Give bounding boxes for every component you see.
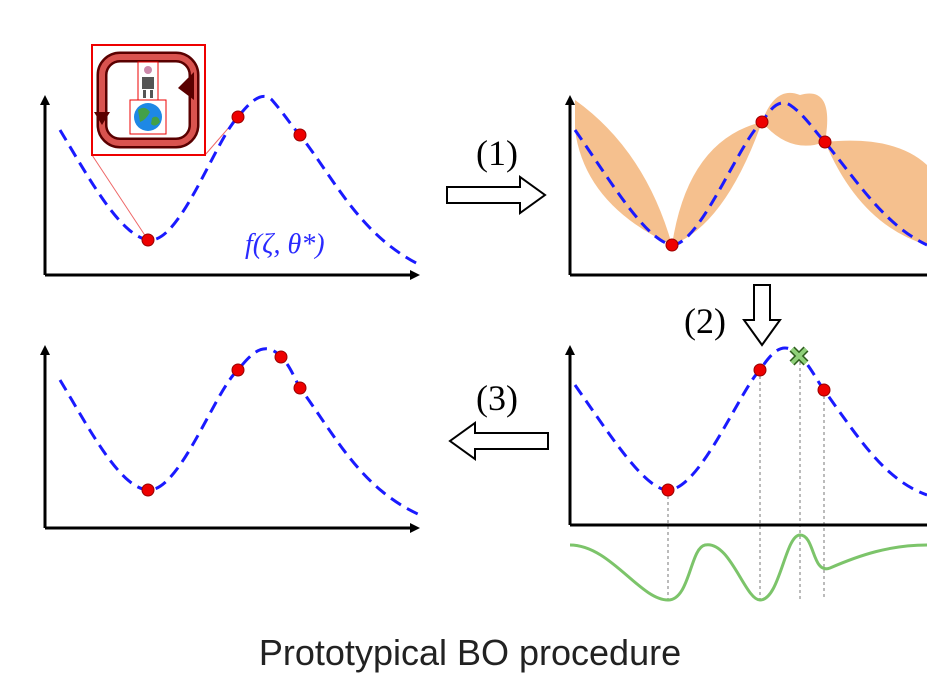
- uncertainty-band: [825, 141, 927, 245]
- function-label: f(ζ, θ*): [245, 229, 325, 260]
- sample-point: [275, 351, 287, 363]
- step-label: (1): [476, 133, 518, 173]
- sample-point: [819, 136, 831, 148]
- sample-point: [666, 239, 678, 251]
- sample-point: [142, 484, 154, 496]
- inset-loop: [92, 45, 205, 155]
- panel-surrogate: [570, 93, 927, 275]
- sample-point: [294, 382, 306, 394]
- step-label: (2): [684, 301, 726, 341]
- sample-point: [818, 384, 830, 396]
- uncertainty-band: [672, 122, 762, 245]
- caption: Prototypical BO procedure: [259, 632, 681, 673]
- step-arrow: [744, 285, 780, 345]
- sample-point: [232, 364, 244, 376]
- sample-point: [232, 111, 244, 123]
- diagram: f(ζ, θ*) (1) (2) (3): [0, 0, 927, 673]
- panel-acquisition: [570, 348, 927, 600]
- sample-point: [294, 129, 306, 141]
- surrogate-mean: [575, 348, 927, 495]
- next-query: [792, 349, 806, 363]
- uncertainty-band: [575, 100, 672, 245]
- panel-initial: f(ζ, θ*): [45, 45, 420, 275]
- sample-point: [662, 484, 674, 496]
- sample-point: [756, 116, 768, 128]
- step-label: (3): [476, 378, 518, 418]
- acquisition-curve: [570, 535, 927, 600]
- step-arrow: [450, 423, 548, 459]
- uncertainty-band: [762, 93, 827, 146]
- sample-point: [142, 234, 154, 246]
- step-arrow: [447, 177, 545, 213]
- sample-point: [754, 364, 766, 376]
- panel-updated: [45, 349, 420, 528]
